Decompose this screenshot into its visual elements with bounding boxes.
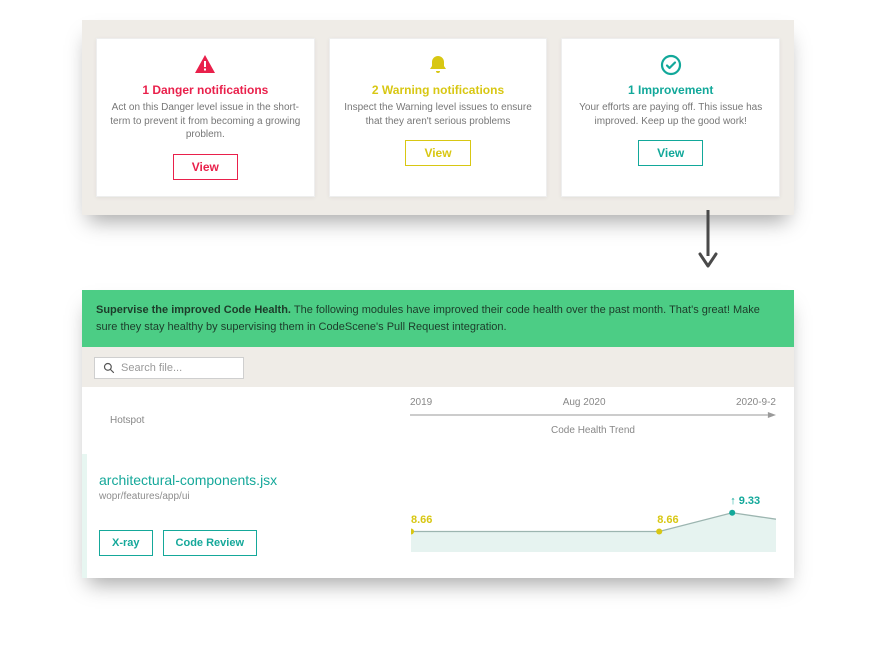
trend-sparkline: 8.66 8.66 ↑ 9.33 xyxy=(411,472,776,556)
code-review-button[interactable]: Code Review xyxy=(163,530,257,556)
danger-view-button[interactable]: View xyxy=(173,154,238,180)
col-hotspot-label: Hotspot xyxy=(110,397,410,436)
col-trend: 2019 Aug 2020 2020-9-2 Code Health Trend xyxy=(410,397,776,436)
warning-desc: Inspect the Warning level issues to ensu… xyxy=(340,101,537,128)
danger-title: 1 Danger notifications xyxy=(142,83,268,97)
warning-title: 2 Warning notifications xyxy=(372,83,504,97)
improvement-title: 1 Improvement xyxy=(628,83,713,97)
table-header: Hotspot 2019 Aug 2020 2020-9-2 Code Heal… xyxy=(82,387,794,454)
file-path: wopr/features/app/ui xyxy=(99,491,411,502)
timeline-end: 2020-9-2 xyxy=(736,397,776,408)
danger-desc: Act on this Danger level issue in the sh… xyxy=(107,101,304,142)
warning-view-button[interactable]: View xyxy=(405,140,470,166)
search-input[interactable] xyxy=(121,362,235,374)
file-row: architectural-components.jsx wopr/featur… xyxy=(82,454,794,578)
warning-card: 2 Warning notifications Inspect the Warn… xyxy=(329,38,548,197)
alert-triangle-icon xyxy=(191,53,219,77)
trend-value-label: 8.66 xyxy=(411,514,432,526)
file-name[interactable]: architectural-components.jsx xyxy=(99,472,411,488)
sparkline-chart xyxy=(411,472,776,552)
code-health-panel: Supervise the improved Code Health. The … xyxy=(82,290,794,578)
search-icon xyxy=(103,362,115,374)
flow-arrow-icon xyxy=(695,208,721,268)
timeline-start: 2019 xyxy=(410,397,432,408)
search-box[interactable] xyxy=(94,357,244,379)
bell-icon xyxy=(424,53,452,77)
trend-caption: Code Health Trend xyxy=(410,425,776,436)
trend-value-label: 8.66 xyxy=(657,514,678,526)
file-info: architectural-components.jsx wopr/featur… xyxy=(99,472,411,556)
improvement-view-button[interactable]: View xyxy=(638,140,703,166)
trend-value-label: ↑ 9.33 xyxy=(730,495,760,507)
timeline-arrow-icon xyxy=(410,410,776,420)
search-row xyxy=(82,347,794,387)
timeline-mid: Aug 2020 xyxy=(563,397,606,408)
check-circle-icon xyxy=(657,53,685,77)
improvement-desc: Your efforts are paying off. This issue … xyxy=(572,101,769,128)
improvement-card: 1 Improvement Your efforts are paying of… xyxy=(561,38,780,197)
notifications-panel: 1 Danger notifications Act on this Dange… xyxy=(82,20,794,215)
supervise-banner: Supervise the improved Code Health. The … xyxy=(82,290,794,347)
danger-card: 1 Danger notifications Act on this Dange… xyxy=(96,38,315,197)
banner-bold: Supervise the improved Code Health. xyxy=(96,304,291,316)
xray-button[interactable]: X-ray xyxy=(99,530,153,556)
